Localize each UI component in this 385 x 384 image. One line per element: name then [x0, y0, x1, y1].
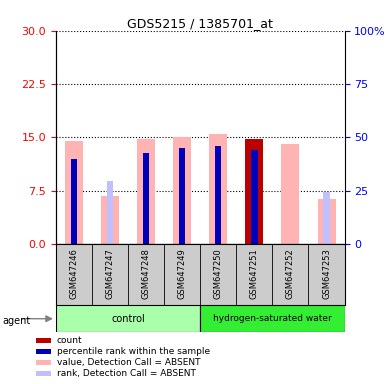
Text: GSM647251: GSM647251	[250, 248, 259, 299]
Bar	[101, 195, 119, 244]
Text: value, Detection Call = ABSENT: value, Detection Call = ABSENT	[57, 358, 200, 367]
Bar	[36, 371, 50, 376]
Text: GSM647249: GSM647249	[177, 248, 187, 299]
Bar	[65, 141, 83, 244]
Text: GSM647252: GSM647252	[286, 248, 295, 299]
Bar	[36, 360, 50, 365]
Bar	[323, 192, 330, 244]
Text: GSM647246: GSM647246	[69, 248, 79, 299]
Bar	[107, 181, 113, 244]
Title: GDS5215 / 1385701_at: GDS5215 / 1385701_at	[127, 17, 273, 30]
Text: agent: agent	[2, 316, 30, 326]
Bar	[173, 137, 191, 244]
Bar	[36, 338, 50, 343]
Bar	[56, 305, 200, 332]
Text: GSM647253: GSM647253	[322, 248, 331, 299]
Text: rank, Detection Call = ABSENT: rank, Detection Call = ABSENT	[57, 369, 196, 378]
Text: control: control	[111, 314, 145, 324]
Text: hydrogen-saturated water: hydrogen-saturated water	[213, 314, 332, 323]
Bar	[179, 148, 186, 244]
Text: count: count	[57, 336, 82, 345]
Text: GSM647247: GSM647247	[105, 248, 114, 299]
Bar	[36, 349, 50, 354]
Bar	[200, 305, 345, 332]
Bar	[245, 139, 263, 244]
Bar	[215, 146, 221, 244]
Bar	[318, 199, 336, 244]
Bar	[251, 150, 258, 244]
Text: GSM647250: GSM647250	[214, 248, 223, 299]
Bar	[143, 153, 149, 244]
Bar	[209, 134, 227, 244]
Bar	[281, 144, 300, 244]
Text: percentile rank within the sample: percentile rank within the sample	[57, 347, 210, 356]
Bar	[137, 139, 155, 244]
Bar	[70, 159, 77, 244]
Text: GSM647248: GSM647248	[142, 248, 151, 299]
